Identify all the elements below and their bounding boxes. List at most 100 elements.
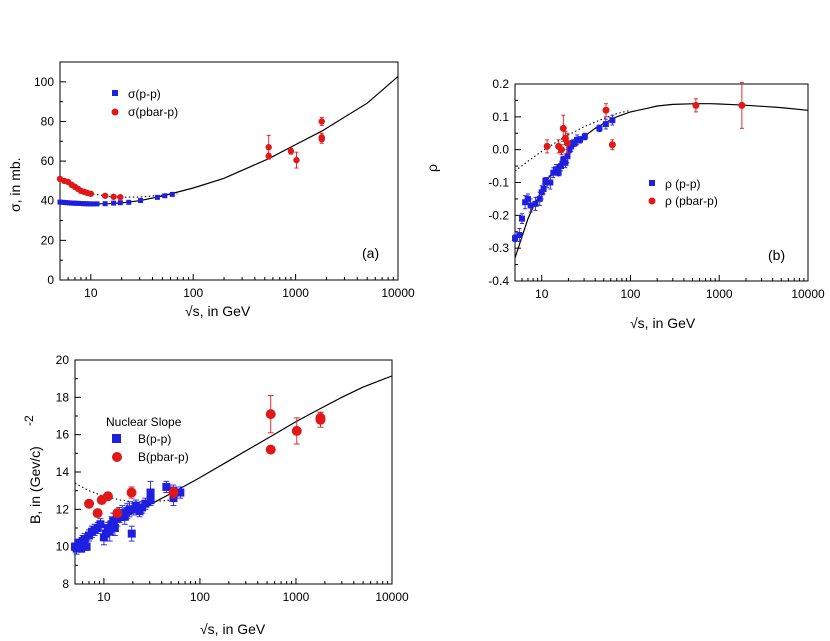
fit-curve-solid bbox=[60, 76, 398, 205]
data-point-circle bbox=[92, 508, 103, 519]
data-point-circle bbox=[265, 409, 276, 420]
x-tick-label: 10000 bbox=[375, 590, 409, 604]
data-point-circle bbox=[168, 487, 179, 498]
panel-a: 10 100 1000 10000 0 20 40 60 80 100 (a) σ(p-p) σ(… bbox=[7, 61, 415, 319]
x-tick-label: 1000 bbox=[282, 286, 309, 300]
legend-b-pp-label: B(p-p) bbox=[138, 432, 171, 446]
y-tick-label: -0.4 bbox=[488, 274, 509, 288]
data-point-square bbox=[94, 201, 100, 207]
data-point-square bbox=[581, 133, 588, 140]
panel-b-legend: ρ (p-p) ρ (pbar-p) bbox=[648, 177, 718, 208]
data-point-square bbox=[516, 232, 523, 239]
data-point-square bbox=[553, 166, 560, 173]
data-point-square bbox=[127, 529, 136, 538]
data-point-square bbox=[544, 179, 551, 186]
data-point-circle bbox=[559, 124, 567, 132]
x-tick-label: 10 bbox=[535, 287, 549, 301]
data-point-square bbox=[512, 235, 518, 242]
data-point-square bbox=[146, 488, 155, 497]
data-point-square bbox=[162, 482, 171, 491]
legend-b-pbarp-label: B(pbar-p) bbox=[138, 450, 189, 464]
x-tick-label: 1000 bbox=[706, 287, 733, 301]
data-point-square bbox=[558, 163, 565, 170]
data-point-square bbox=[162, 193, 168, 199]
panel-c-xlabel: √s, in GeV bbox=[200, 621, 266, 637]
y-tick-label: 14 bbox=[56, 465, 70, 479]
data-point-square bbox=[80, 535, 89, 544]
data-point-circle bbox=[101, 192, 109, 199]
data-point-circle bbox=[117, 193, 124, 201]
data-point-square bbox=[547, 179, 554, 186]
y-tick-label: -0.2 bbox=[488, 208, 509, 222]
data-point-square bbox=[120, 512, 129, 521]
data-point-square bbox=[78, 201, 84, 207]
y-tick-label: 18 bbox=[56, 390, 70, 404]
data-point-square bbox=[577, 136, 584, 143]
panel-c-plot: 10 100 1000 10000 8 10 12 14 16 18 20 bbox=[56, 353, 409, 604]
data-point-circle bbox=[557, 146, 565, 154]
data-point-circle bbox=[318, 118, 325, 125]
panel-b-frame bbox=[514, 83, 809, 282]
x-tick-label: 10 bbox=[97, 590, 111, 604]
data-point-circle bbox=[602, 106, 610, 114]
y-tick-label: 10 bbox=[56, 540, 70, 554]
data-point-square bbox=[111, 200, 117, 206]
panel-c: 10 100 1000 10000 8 10 12 14 16 18 20 Nuclear Slop… bbox=[22, 353, 409, 637]
data-point-square bbox=[126, 199, 132, 205]
y-tick-label: 40 bbox=[41, 194, 55, 208]
y-tick-label: 0.2 bbox=[492, 77, 509, 91]
data-point-square bbox=[596, 125, 603, 132]
legend-rho-pbarp-marker bbox=[648, 197, 656, 205]
data-point-square bbox=[141, 499, 150, 508]
y-tick-label: 60 bbox=[41, 154, 55, 168]
panel-b-label: (b) bbox=[768, 247, 785, 263]
y-tick-label: 100 bbox=[34, 75, 54, 89]
data-point-circle bbox=[265, 444, 276, 455]
y-tick-label: 0.0 bbox=[492, 143, 509, 157]
y-tick-label: -0.1 bbox=[488, 176, 509, 190]
data-point-circle bbox=[315, 412, 326, 423]
data-point-square bbox=[519, 215, 526, 222]
legend-pp-marker bbox=[112, 90, 118, 96]
panel-b: 10 100 1000 10000-0.4-0.3-0.2-0.10.00.10.2 … bbox=[424, 77, 825, 331]
y-tick-label: 20 bbox=[41, 233, 55, 247]
data-point-square bbox=[96, 520, 105, 529]
data-point-square bbox=[75, 200, 81, 206]
data-point-square bbox=[524, 195, 531, 202]
data-point-circle bbox=[102, 491, 113, 502]
data-point-square bbox=[522, 199, 529, 206]
x-tick-label: 100 bbox=[190, 590, 210, 604]
data-point-square bbox=[77, 544, 86, 553]
data-point-circle bbox=[265, 144, 272, 151]
y-tick-label: 8 bbox=[62, 577, 69, 591]
legend-b-pbarp-marker bbox=[112, 452, 122, 462]
data-point-square bbox=[88, 201, 94, 207]
y-tick-label: 0 bbox=[47, 273, 54, 287]
data-point-square bbox=[540, 186, 547, 193]
legend-b-pp-marker bbox=[112, 434, 121, 443]
data-point-square bbox=[609, 117, 616, 124]
panel-c-legend: Nuclear Slope B(p-p) B(pbar-p) bbox=[106, 415, 189, 464]
x-tick-label: 100 bbox=[183, 286, 203, 300]
data-point-square bbox=[560, 156, 567, 163]
legend-pbarp-label: σ(pbar-p) bbox=[128, 105, 178, 119]
y-tick-label: 20 bbox=[56, 353, 70, 367]
data-point-square bbox=[538, 189, 545, 196]
data-point-square bbox=[562, 159, 569, 166]
data-point-circle bbox=[291, 425, 302, 436]
legend-pp-label: σ(p-p) bbox=[128, 87, 161, 101]
data-point-circle bbox=[293, 156, 300, 164]
data-point-square bbox=[57, 199, 63, 205]
panel-c-frame bbox=[74, 359, 393, 585]
data-point-circle bbox=[287, 147, 295, 155]
panel-a-plot: 10 100 1000 10000 0 20 40 60 80 100 bbox=[34, 75, 415, 300]
data-point-circle bbox=[126, 487, 137, 498]
data-point-square bbox=[154, 194, 160, 200]
panel-c-ylabel-exponent: -2 bbox=[22, 415, 36, 426]
x-tick-label: 1000 bbox=[283, 590, 310, 604]
data-point-square bbox=[532, 200, 539, 207]
x-tick-label: 10 bbox=[84, 286, 98, 300]
panel-a-xlabel: √s, in GeV bbox=[185, 303, 251, 319]
data-point-square bbox=[110, 524, 119, 532]
